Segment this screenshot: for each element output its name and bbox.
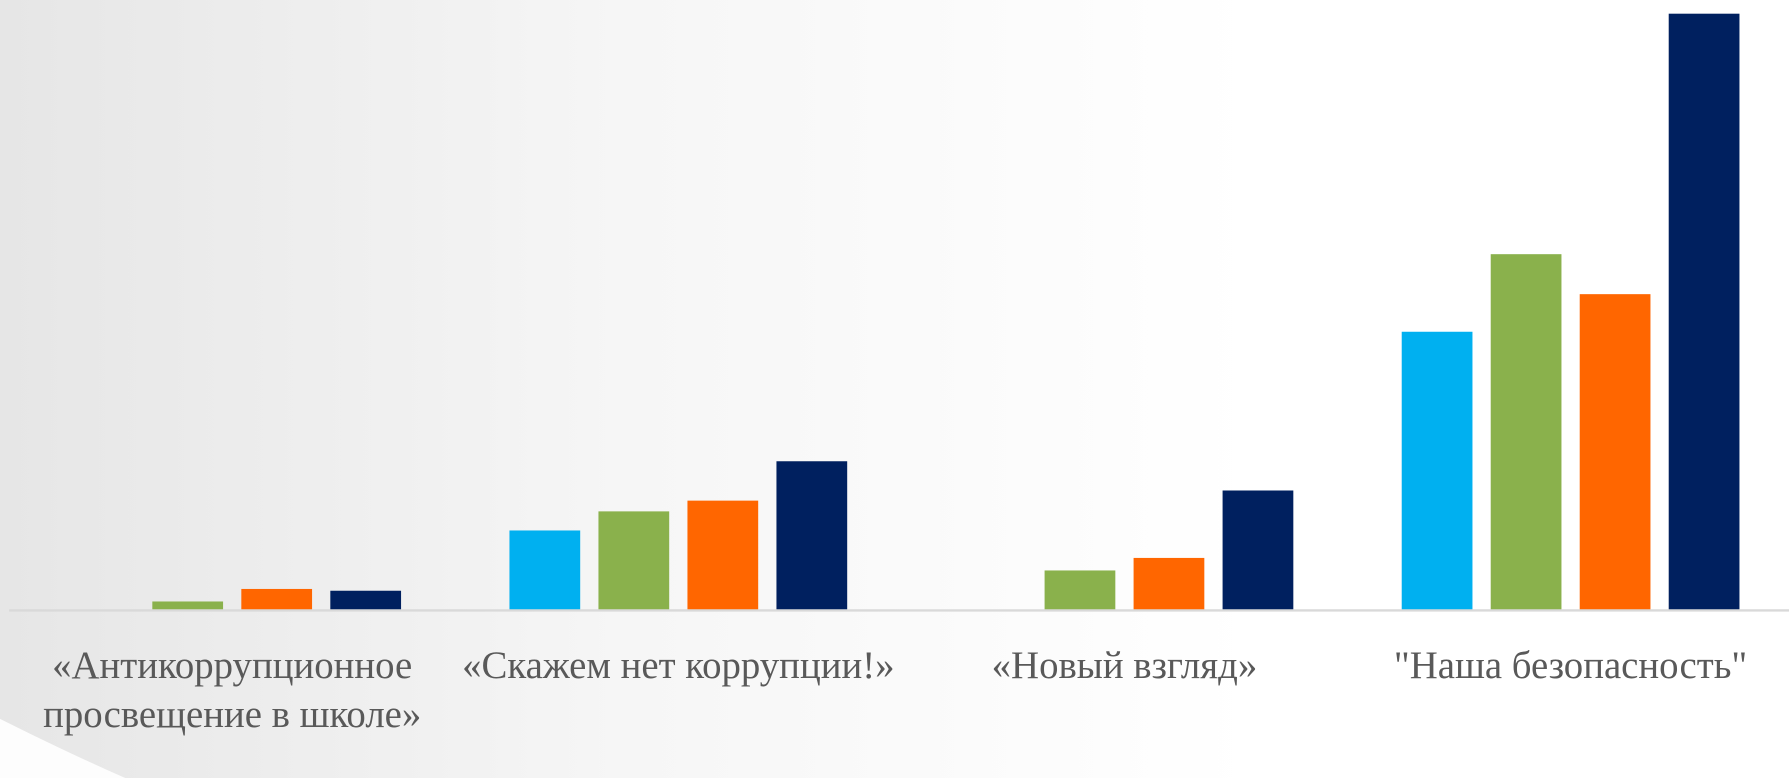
bar (330, 590, 402, 611)
x-tick-label: «Антикоррупционное просвещение в школе» (43, 644, 422, 736)
bar (598, 511, 670, 611)
x-tick-label: "Наша безопасность" (1393, 644, 1748, 687)
bar (152, 601, 224, 611)
bar (241, 588, 313, 611)
bar (1668, 13, 1740, 611)
bar (776, 461, 848, 611)
x-tick-label: «Скажем нет коррупции!» (462, 644, 895, 687)
background-shape (0, 718, 126, 778)
bar (687, 500, 759, 611)
bar (1490, 254, 1562, 611)
bar (1401, 331, 1473, 611)
bar (1222, 490, 1294, 611)
bar (509, 530, 581, 611)
bar (1579, 294, 1651, 611)
bar (1133, 557, 1205, 611)
x-tick-label: «Новый взгляд» (991, 644, 1258, 687)
bar (1044, 570, 1116, 611)
